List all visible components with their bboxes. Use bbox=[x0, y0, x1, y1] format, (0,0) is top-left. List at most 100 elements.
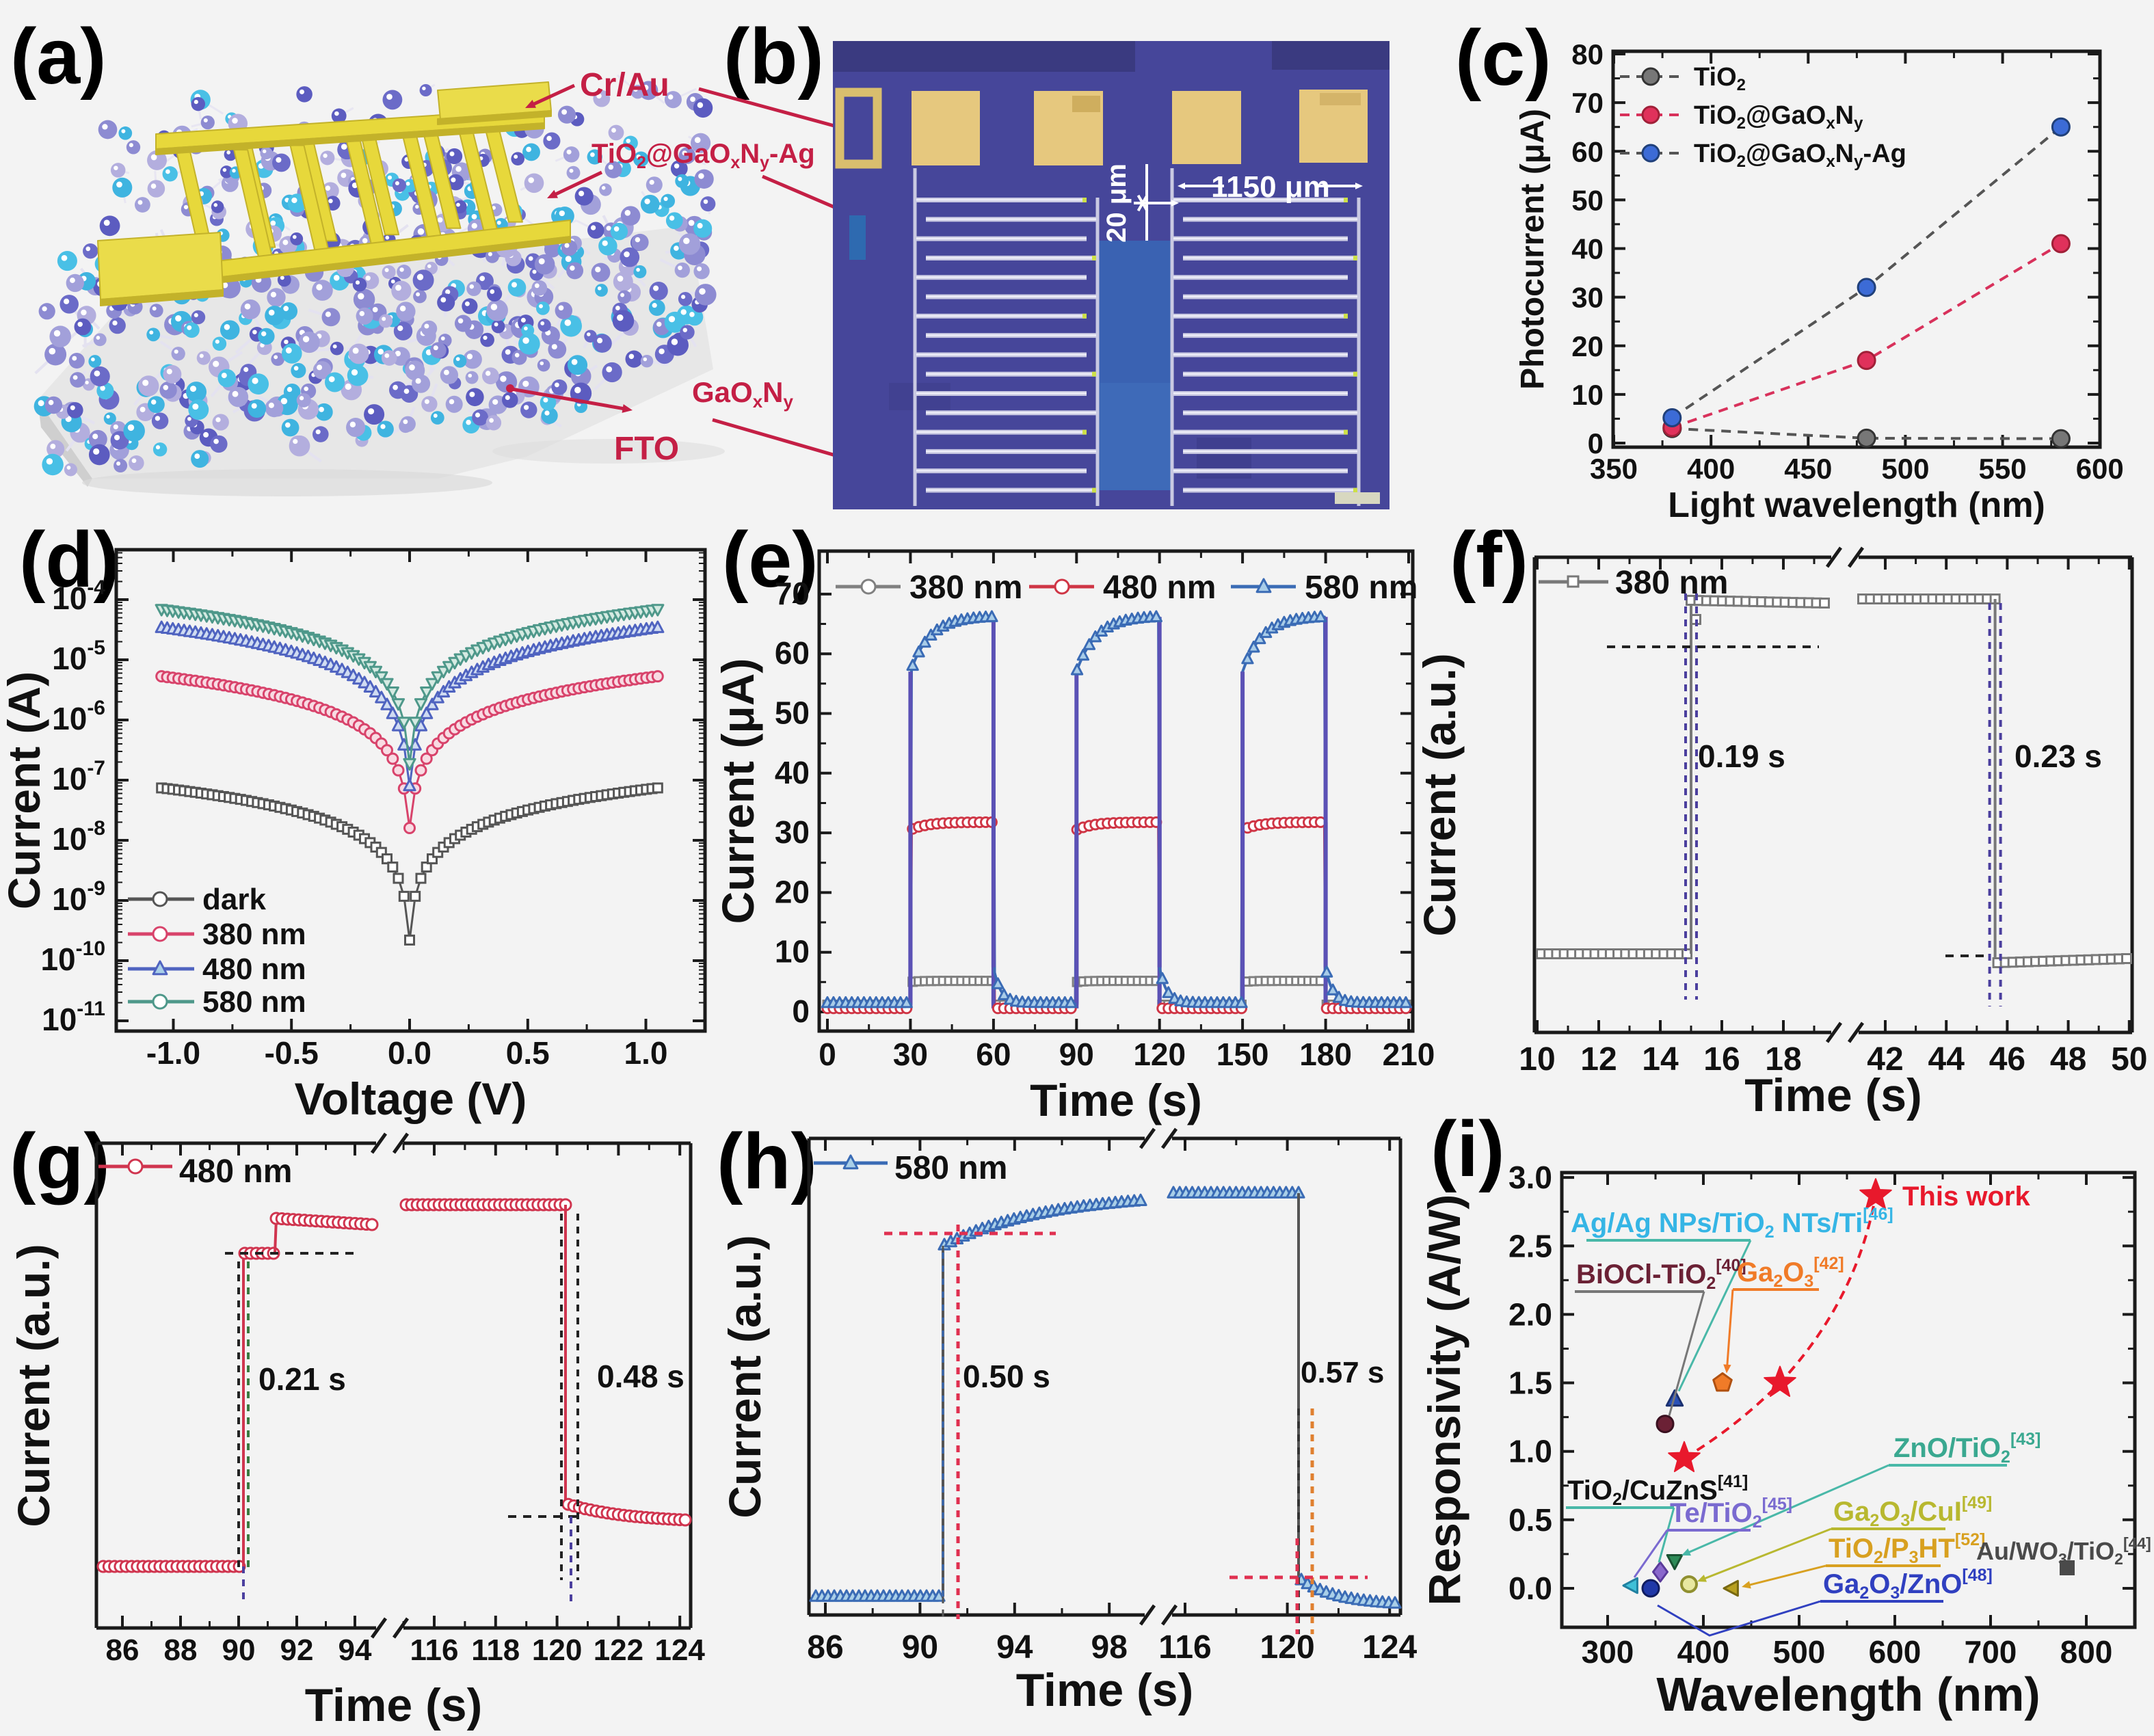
svg-text:Cr/Au: Cr/Au bbox=[580, 67, 669, 103]
svg-text:2.0: 2.0 bbox=[1508, 1296, 1552, 1332]
svg-text:(i): (i) bbox=[1431, 1106, 1505, 1193]
svg-text:Current (A): Current (A) bbox=[0, 671, 49, 909]
svg-text:90: 90 bbox=[1059, 1037, 1094, 1072]
svg-text:122: 122 bbox=[594, 1633, 643, 1667]
svg-text:0.5: 0.5 bbox=[506, 1035, 550, 1071]
svg-text:20: 20 bbox=[1571, 330, 1604, 362]
svg-text:480 nm: 480 nm bbox=[179, 1153, 292, 1190]
svg-text:Current (a.u.): Current (a.u.) bbox=[1414, 653, 1465, 936]
svg-text:Current (a.u.): Current (a.u.) bbox=[719, 1235, 770, 1518]
svg-text:1.0: 1.0 bbox=[1508, 1434, 1552, 1469]
svg-text:70: 70 bbox=[775, 576, 810, 611]
svg-text:10: 10 bbox=[1571, 379, 1604, 411]
svg-text:20 μm: 20 μm bbox=[1102, 163, 1132, 243]
svg-text:480 nm: 480 nm bbox=[1103, 570, 1216, 606]
svg-text:60: 60 bbox=[976, 1037, 1011, 1072]
svg-text:48: 48 bbox=[2050, 1041, 2086, 1078]
svg-text:Light wavelength (nm): Light wavelength (nm) bbox=[1668, 485, 2045, 525]
svg-text:120: 120 bbox=[1133, 1037, 1186, 1072]
svg-text:dark: dark bbox=[202, 883, 266, 916]
svg-text:FTO: FTO bbox=[614, 431, 679, 467]
svg-text:300: 300 bbox=[1582, 1634, 1634, 1670]
svg-text:Ag/Ag NPs/TiO2 NTs/Ti[46]: Ag/Ag NPs/TiO2 NTs/Ti[46] bbox=[1571, 1205, 1893, 1242]
svg-text:0: 0 bbox=[819, 1037, 836, 1072]
svg-text:120: 120 bbox=[1260, 1629, 1315, 1666]
svg-text:94: 94 bbox=[338, 1633, 372, 1667]
svg-text:14: 14 bbox=[1642, 1041, 1679, 1078]
svg-text:0.57 s: 0.57 s bbox=[1301, 1356, 1384, 1389]
svg-text:550: 550 bbox=[1979, 453, 2027, 485]
svg-text:0.19 s: 0.19 s bbox=[1698, 738, 1785, 774]
svg-text:800: 800 bbox=[2060, 1634, 2113, 1670]
svg-text:0.23 s: 0.23 s bbox=[2015, 738, 2102, 774]
svg-text:Photocurrent (μA): Photocurrent (μA) bbox=[1515, 109, 1551, 390]
svg-text:210: 210 bbox=[1383, 1037, 1435, 1072]
svg-text:116: 116 bbox=[1158, 1629, 1211, 1666]
svg-text:380 nm: 380 nm bbox=[202, 918, 306, 951]
svg-text:(a): (a) bbox=[10, 13, 107, 101]
svg-text:1.0: 1.0 bbox=[624, 1035, 668, 1071]
svg-text:(h): (h) bbox=[717, 1118, 817, 1205]
svg-text:(f): (f) bbox=[1450, 516, 1528, 604]
svg-text:Responsivity (A/W): Responsivity (A/W) bbox=[1419, 1194, 1470, 1605]
svg-text:TiO2@GaOxNy: TiO2@GaOxNy bbox=[1694, 101, 1863, 133]
svg-text:30: 30 bbox=[1571, 282, 1604, 314]
svg-text:86: 86 bbox=[106, 1633, 139, 1667]
svg-text:380 nm: 380 nm bbox=[909, 570, 1022, 606]
svg-text:Current (a.u.): Current (a.u.) bbox=[8, 1244, 59, 1527]
svg-text:12: 12 bbox=[1580, 1041, 1617, 1078]
svg-text:400: 400 bbox=[1677, 1634, 1730, 1670]
svg-text:180: 180 bbox=[1299, 1037, 1352, 1072]
svg-text:60: 60 bbox=[775, 635, 810, 671]
svg-text:10: 10 bbox=[1519, 1041, 1555, 1078]
svg-text:480 nm: 480 nm bbox=[202, 952, 306, 986]
svg-text:TiO2@GaOxNy-Ag: TiO2@GaOxNy-Ag bbox=[591, 139, 815, 172]
svg-text:1.5: 1.5 bbox=[1508, 1365, 1552, 1401]
svg-text:Voltage (V): Voltage (V) bbox=[295, 1073, 527, 1124]
svg-text:124: 124 bbox=[654, 1633, 705, 1667]
svg-text:Time (s): Time (s) bbox=[1016, 1664, 1193, 1716]
svg-text:Time (s): Time (s) bbox=[1030, 1075, 1202, 1125]
svg-text:50: 50 bbox=[775, 695, 810, 731]
svg-text:580 nm: 580 nm bbox=[202, 985, 306, 1019]
svg-text:2.5: 2.5 bbox=[1508, 1228, 1552, 1264]
svg-text:0.0: 0.0 bbox=[1508, 1571, 1552, 1606]
svg-text:44: 44 bbox=[1928, 1041, 1965, 1078]
svg-text:80: 80 bbox=[1571, 38, 1604, 70]
svg-text:50: 50 bbox=[2111, 1041, 2147, 1078]
svg-text:88: 88 bbox=[164, 1633, 198, 1667]
svg-text:98: 98 bbox=[1091, 1629, 1128, 1666]
svg-text:150: 150 bbox=[1216, 1037, 1269, 1072]
svg-text:20: 20 bbox=[775, 874, 810, 909]
svg-text:90: 90 bbox=[902, 1629, 938, 1666]
svg-text:40: 40 bbox=[775, 755, 810, 790]
svg-text:120: 120 bbox=[532, 1633, 582, 1667]
svg-text:580 nm: 580 nm bbox=[894, 1150, 1007, 1186]
svg-text:60: 60 bbox=[1571, 135, 1604, 168]
svg-text:70: 70 bbox=[1571, 87, 1604, 119]
svg-text:0.21 s: 0.21 s bbox=[258, 1361, 346, 1397]
svg-text:500: 500 bbox=[1773, 1634, 1826, 1670]
svg-text:(c): (c) bbox=[1455, 14, 1552, 102]
svg-text:16: 16 bbox=[1703, 1041, 1740, 1078]
svg-text:600: 600 bbox=[1869, 1634, 1922, 1670]
svg-text:50: 50 bbox=[1571, 184, 1604, 216]
svg-text:86: 86 bbox=[807, 1629, 843, 1666]
svg-text:GaOxNy: GaOxNy bbox=[692, 376, 794, 412]
svg-text:580 nm: 580 nm bbox=[1305, 570, 1418, 606]
svg-text:Time (s): Time (s) bbox=[1744, 1069, 1922, 1121]
svg-text:94: 94 bbox=[996, 1629, 1033, 1666]
svg-text:500: 500 bbox=[1881, 453, 1929, 485]
svg-text:116: 116 bbox=[410, 1633, 459, 1667]
svg-text:30: 30 bbox=[893, 1037, 928, 1072]
svg-text:3.0: 3.0 bbox=[1508, 1160, 1552, 1195]
svg-text:0: 0 bbox=[1588, 427, 1604, 459]
svg-text:0.0: 0.0 bbox=[388, 1035, 431, 1071]
svg-text:10: 10 bbox=[775, 934, 810, 970]
svg-text:40: 40 bbox=[1571, 233, 1604, 265]
svg-text:600: 600 bbox=[2076, 453, 2124, 485]
svg-text:This work: This work bbox=[1902, 1181, 2030, 1212]
svg-text:380 nm: 380 nm bbox=[1615, 565, 1728, 601]
svg-text:400: 400 bbox=[1687, 453, 1735, 485]
svg-text:124: 124 bbox=[1362, 1629, 1417, 1666]
